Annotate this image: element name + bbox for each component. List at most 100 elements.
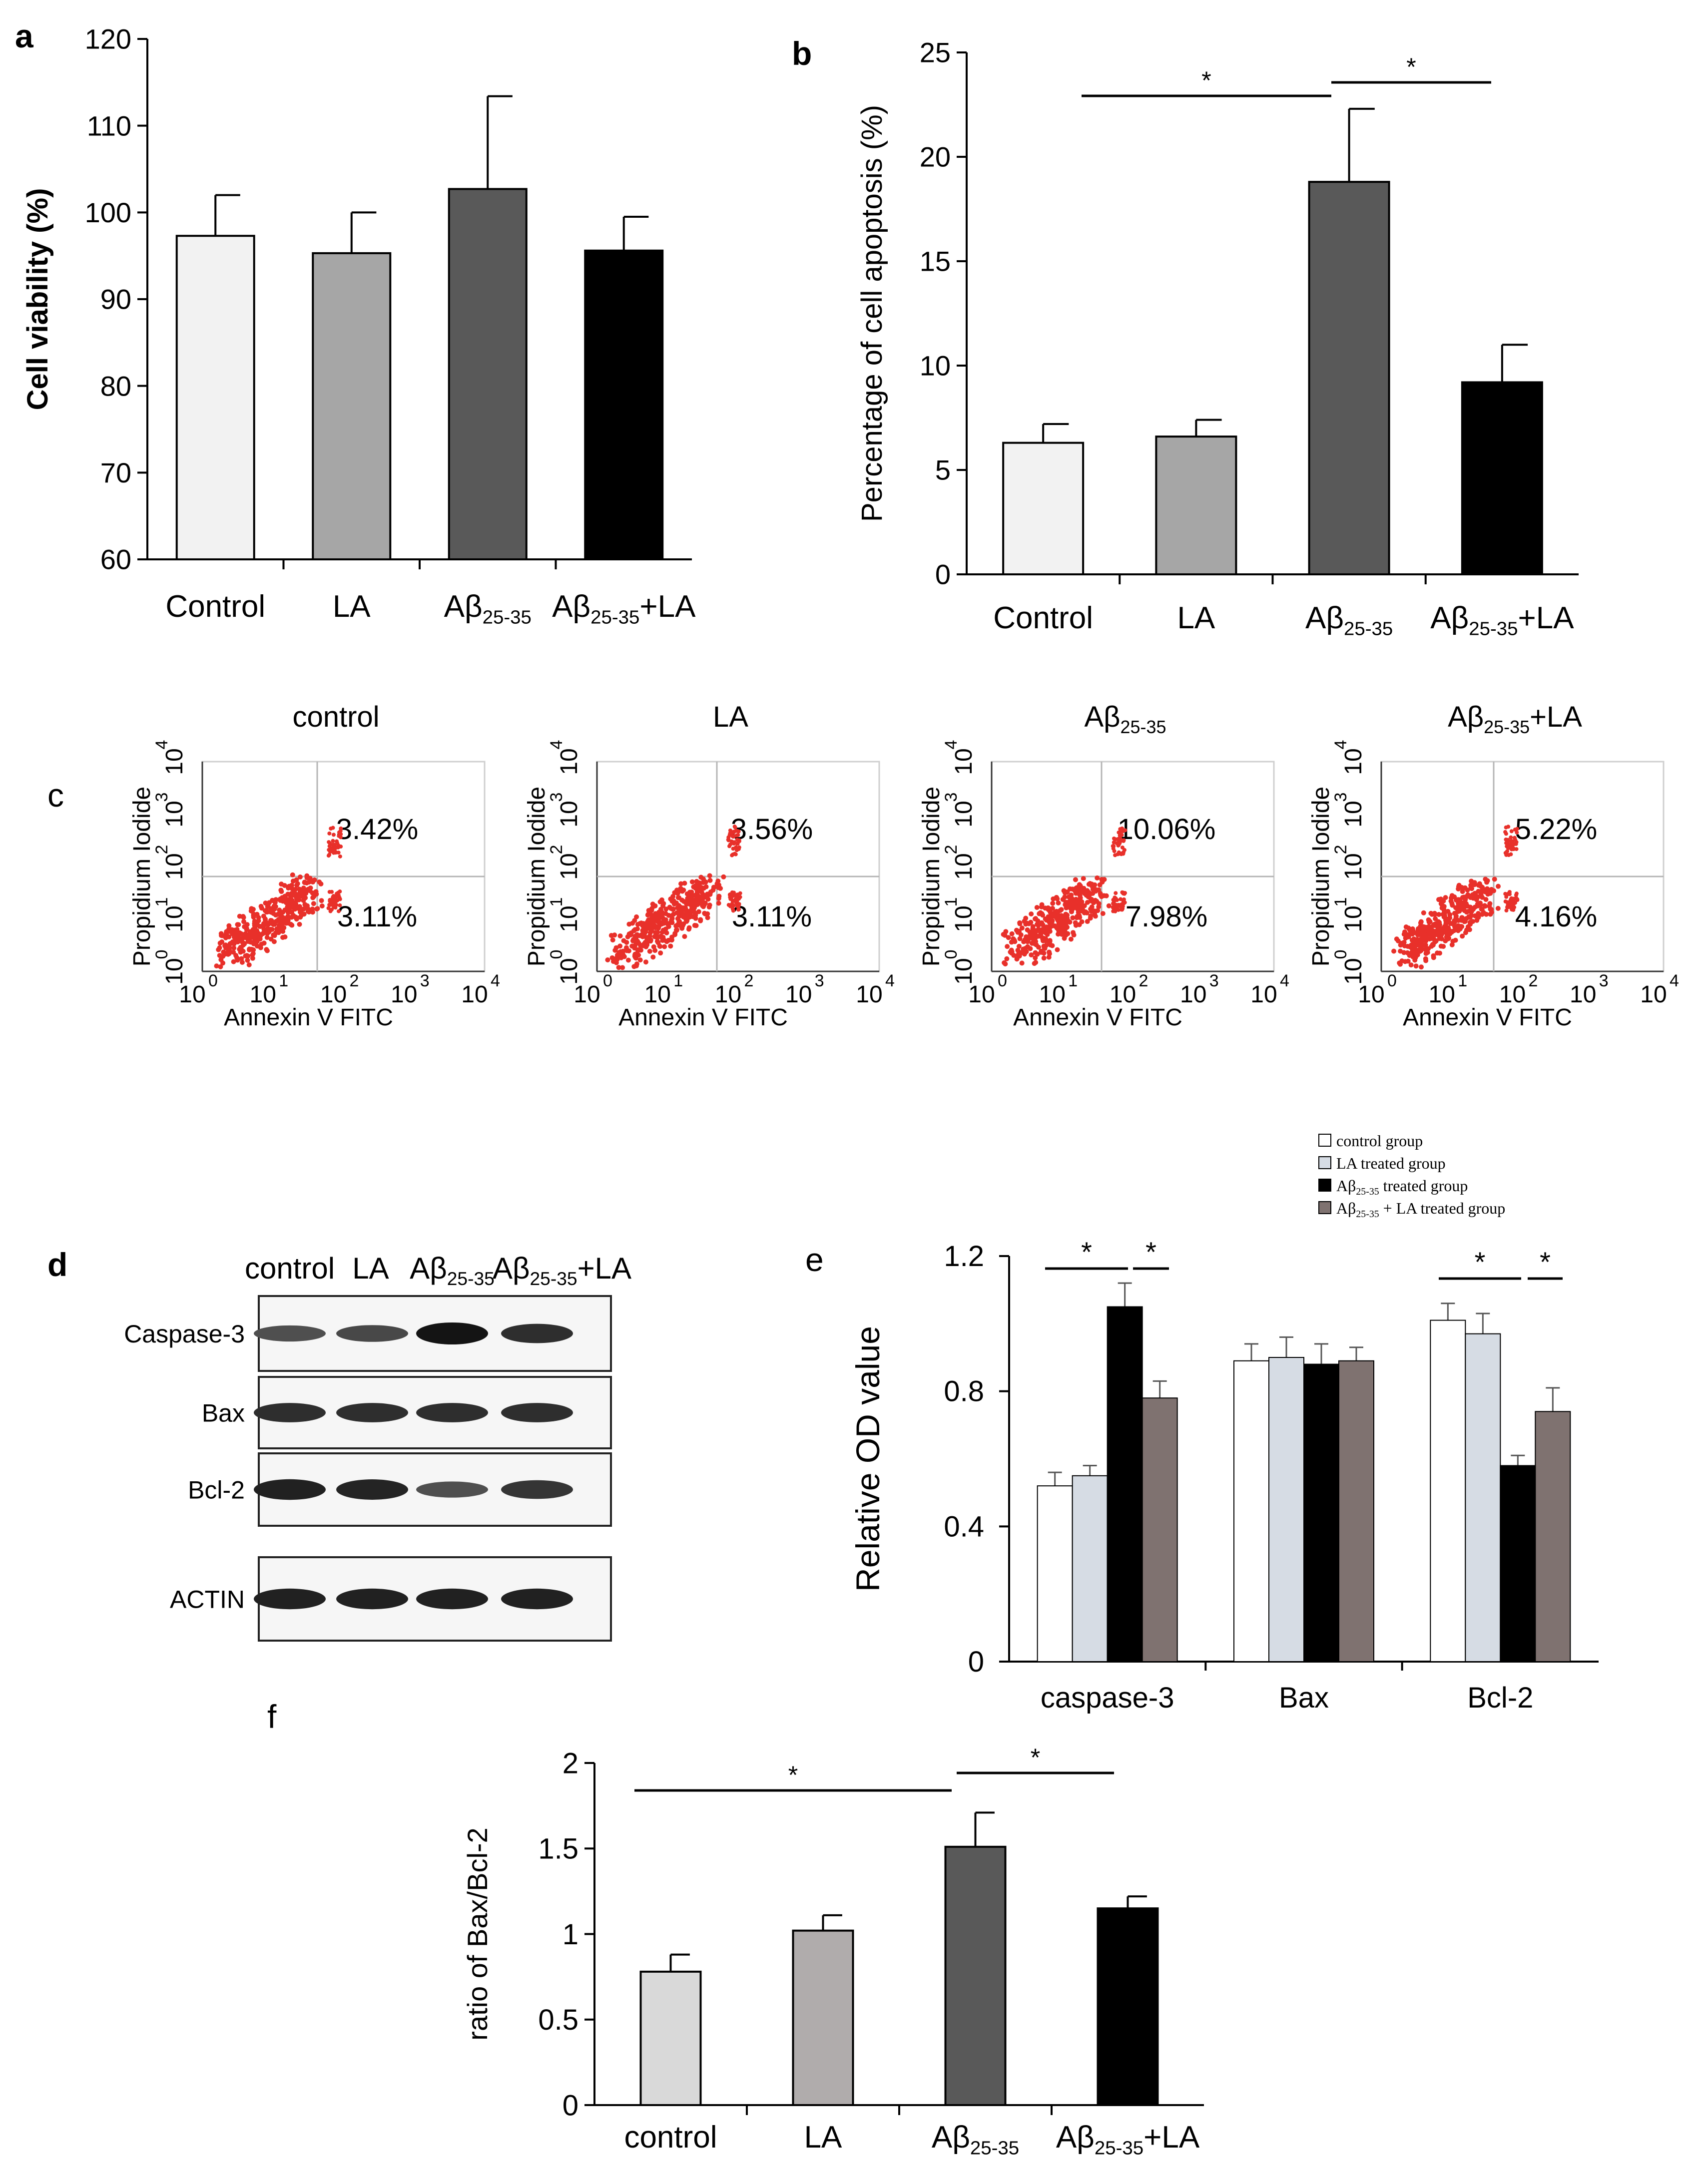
flow-y-tick-label: 10 xyxy=(556,958,582,984)
event-dot xyxy=(656,915,662,920)
event-dot xyxy=(1513,828,1517,832)
flow-x-tick-exp: 0 xyxy=(998,971,1007,990)
event-dot xyxy=(1514,842,1518,846)
legend-label: control group xyxy=(1336,1132,1423,1150)
event-dot xyxy=(218,957,224,962)
event-dot xyxy=(1116,907,1120,911)
y-tick-label: 90 xyxy=(100,284,131,315)
event-dot xyxy=(1084,892,1089,898)
event-dot xyxy=(625,957,631,963)
event-dot xyxy=(1017,920,1023,925)
event-dot xyxy=(328,909,333,913)
y-tick-label: 1.5 xyxy=(538,1833,578,1865)
event-dot xyxy=(620,965,625,970)
event-dot xyxy=(327,853,332,857)
event-dot xyxy=(298,914,303,920)
event-dot xyxy=(1074,915,1080,920)
event-dot xyxy=(1097,882,1103,887)
blot-band xyxy=(336,1403,408,1422)
event-dot xyxy=(239,956,244,961)
blot-band xyxy=(336,1325,408,1342)
event-dot xyxy=(1047,913,1053,919)
event-dot xyxy=(710,887,716,893)
event-dot xyxy=(701,895,707,900)
event-dot xyxy=(1430,942,1435,947)
event-dot xyxy=(617,933,623,938)
event-dot xyxy=(1405,950,1410,955)
flow-y-tick-exp: 3 xyxy=(547,793,566,802)
event-dot xyxy=(1483,897,1489,902)
event-dot xyxy=(258,933,263,938)
event-dot xyxy=(661,900,666,906)
bar-Bax-3 xyxy=(1338,1360,1374,1662)
event-dot xyxy=(1054,894,1059,900)
bar-Bax-2 xyxy=(1303,1363,1339,1663)
bar-caspase-3-0 xyxy=(1037,1485,1073,1662)
event-dot xyxy=(1016,943,1022,949)
flow-y-tick-label: 10 xyxy=(1340,801,1367,827)
flow-plot-2: Aβ25-35100101102103104100101102103104Ann… xyxy=(918,701,1289,1031)
event-dot xyxy=(1506,846,1510,851)
event-dot xyxy=(1427,926,1432,931)
event-dot xyxy=(1511,847,1516,852)
event-dot xyxy=(626,948,631,953)
event-dot xyxy=(682,934,687,939)
x-tick-label: Bcl-2 xyxy=(1467,1682,1533,1714)
event-dot xyxy=(1509,829,1514,834)
event-dot xyxy=(1511,907,1516,912)
event-dot xyxy=(1442,924,1447,929)
event-dot xyxy=(714,881,720,886)
event-dot xyxy=(1122,901,1126,906)
legend-e: control group LA treated group Aβ25-35 tre… xyxy=(1318,1132,1505,1220)
event-dot xyxy=(1015,929,1021,935)
event-dot xyxy=(654,938,660,944)
flow-y-tick-label: 10 xyxy=(1340,905,1367,932)
event-dot xyxy=(304,887,309,893)
y-axis-label: Percentage of cell apoptosis (%) xyxy=(856,105,888,522)
y-tick-label: 0.8 xyxy=(944,1375,984,1408)
event-dot xyxy=(250,927,256,932)
event-dot xyxy=(278,887,284,893)
flow-plot-3: Aβ25-35+LA100101102103104100101102103104… xyxy=(1308,701,1679,1031)
event-dot xyxy=(299,889,304,895)
event-dot xyxy=(1073,886,1079,891)
event-dot xyxy=(243,953,248,958)
event-dot xyxy=(1112,849,1117,854)
event-dot xyxy=(731,908,735,913)
event-dot xyxy=(1441,907,1447,912)
y-axis-label: Cell viability (%) xyxy=(21,188,54,411)
event-dot xyxy=(1459,884,1464,890)
event-dot xyxy=(692,899,697,904)
event-dot xyxy=(1113,837,1118,842)
event-dot xyxy=(637,957,643,963)
event-dot xyxy=(1016,951,1022,956)
event-dot xyxy=(640,934,645,939)
event-dot xyxy=(650,914,655,919)
flow-x-tick-exp: 1 xyxy=(1068,971,1078,990)
event-dot xyxy=(1504,908,1509,913)
flow-x-tick-label: 10 xyxy=(1250,981,1277,1008)
quadrant-lower-right-value: 3.11% xyxy=(732,900,812,933)
event-dot xyxy=(1063,911,1069,917)
event-dot xyxy=(1045,932,1050,937)
quadrant-lower-right-value: 7.98% xyxy=(1126,900,1207,933)
blot-lane-label: Aβ25-35+LA xyxy=(493,1252,631,1289)
event-dot xyxy=(1485,891,1491,897)
event-dot xyxy=(1437,936,1442,941)
event-dot xyxy=(1036,923,1041,928)
event-dot xyxy=(1019,925,1025,931)
y-tick-label: 25 xyxy=(920,37,951,68)
flow-x-tick-exp: 2 xyxy=(744,971,754,990)
event-dot xyxy=(1453,937,1458,943)
flow-y-tick-exp: 0 xyxy=(152,950,171,959)
event-dot xyxy=(328,841,332,846)
event-dot xyxy=(1401,931,1407,937)
event-dot xyxy=(1019,960,1025,966)
event-dot xyxy=(734,893,738,898)
event-dot xyxy=(1406,925,1411,931)
y-tick-label: 100 xyxy=(85,197,131,228)
blot-band xyxy=(336,1588,408,1610)
event-dot xyxy=(1062,890,1068,895)
flow-y-axis-label: Propidium Iodide xyxy=(129,787,155,966)
event-dot xyxy=(1120,839,1124,843)
